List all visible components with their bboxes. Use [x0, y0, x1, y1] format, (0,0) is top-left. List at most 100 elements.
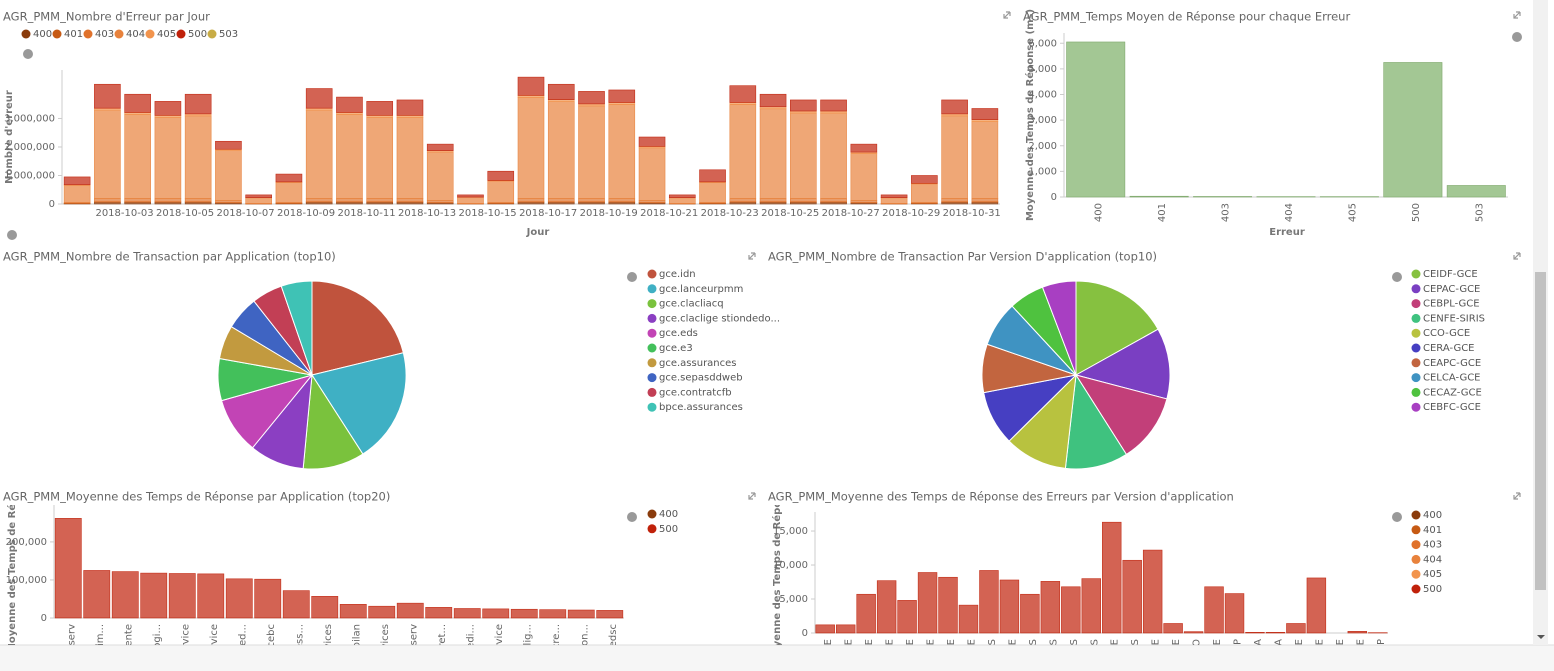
plot: Nombre d'erreur	[4, 90, 15, 184]
bar-segment	[578, 198, 605, 203]
legend-label: gce.clacliacq	[659, 299, 724, 310]
legend-label: 400	[33, 29, 52, 40]
bar	[1193, 196, 1253, 198]
x-tick-label: 2018-10-17	[519, 208, 577, 219]
bar-segment	[850, 143, 878, 153]
y-tick-label: 0	[41, 613, 47, 624]
legend-swatch	[1411, 358, 1421, 368]
bar-segment	[790, 198, 817, 203]
expand-icon[interactable]	[1513, 11, 1521, 19]
y-tick-label: 2,000,000	[4, 142, 55, 153]
x-tick-label: A	[1253, 639, 1264, 646]
chart-title: AGR_PMM_Moyenne des Temps de Réponse par…	[3, 490, 390, 504]
x-tick-label: S	[1069, 639, 1080, 645]
x-tick-label: cebc	[266, 624, 277, 648]
bar-segment	[820, 112, 847, 199]
pie-slice	[311, 352, 407, 455]
bar-segment	[1142, 549, 1163, 634]
x-tick-label: E	[1151, 639, 1162, 645]
plot: Moyenne des Temps de Réponse E E E E E E E E S E S S…	[771, 505, 1387, 646]
bar-segment	[366, 117, 394, 199]
x-tick-label: rvices	[323, 624, 334, 654]
legend-swatch	[1411, 313, 1421, 323]
bar-segment	[197, 573, 225, 619]
legend-label: 401	[64, 29, 83, 40]
legend-swatch	[647, 328, 657, 338]
x-tick-label: ress...	[294, 624, 305, 654]
bar-segment	[305, 109, 333, 199]
bar-segment	[729, 104, 757, 199]
y-tick-label: 0	[802, 628, 808, 639]
legend-label: CEIDF-GCE	[1423, 269, 1478, 280]
legend-toggle[interactable]	[627, 512, 637, 522]
x-tick-label: 2018-10-03	[95, 208, 153, 219]
bar-segment	[63, 185, 91, 203]
x-tick-label: r.ed...	[237, 624, 248, 652]
bar-segment	[1286, 623, 1306, 634]
bar-segment	[938, 576, 958, 634]
x-tick-label: P	[1376, 639, 1387, 645]
expand-icon[interactable]	[748, 252, 756, 260]
bar-segment	[1347, 631, 1368, 634]
x-tick-label: rogi...	[152, 624, 163, 653]
bar-segment	[517, 76, 545, 96]
bar-segment	[850, 153, 878, 201]
expand-icon[interactable]	[1513, 252, 1521, 260]
bar-segment	[1020, 593, 1040, 634]
bar-segment	[911, 183, 938, 203]
x-tick-label: E	[946, 639, 957, 645]
x-tick-label: E	[1212, 639, 1223, 645]
bar-segment	[608, 104, 636, 199]
legend-swatch	[647, 509, 657, 519]
legend-toggle[interactable]	[7, 230, 17, 240]
x-tick-label: pelig...	[522, 624, 533, 658]
bar-segment	[567, 609, 595, 619]
legend-toggle[interactable]	[23, 49, 33, 59]
legend-swatch	[647, 284, 657, 294]
bar-segment	[215, 140, 242, 150]
bar-segment	[759, 93, 787, 108]
bar-segment	[815, 624, 835, 634]
legend-swatch	[1411, 584, 1421, 594]
legend-label: 500	[1423, 584, 1442, 595]
bar-segment	[971, 121, 999, 199]
y-tick-label: 3,000	[1028, 115, 1057, 126]
legend-label: CENFE-SIRIS	[1423, 313, 1485, 324]
legend-swatch	[1411, 328, 1421, 338]
x-tick-label: 2018-10-25	[761, 208, 819, 219]
legend-label: gce.idn	[659, 269, 696, 280]
x-tick-label: s.serv	[408, 624, 419, 654]
bar-segment	[547, 198, 575, 203]
legend-swatch	[52, 29, 62, 39]
x-tick-label: 2018-10-11	[338, 208, 396, 219]
legend-toggle[interactable]	[1392, 512, 1402, 522]
expand-icon[interactable]	[748, 492, 756, 500]
legend-label: 405	[157, 29, 176, 40]
legend-toggle[interactable]	[1512, 32, 1522, 42]
bar-segment	[111, 571, 139, 619]
legend-toggle[interactable]	[627, 272, 637, 282]
bar-segment	[578, 91, 605, 105]
legend-label: CELCA-GCE	[1423, 373, 1481, 384]
bar-segment	[245, 194, 272, 198]
bar-segment	[578, 105, 605, 199]
x-tick-label: 400	[1094, 203, 1105, 222]
scroll-down[interactable]	[1537, 635, 1545, 639]
x-tick-label: E	[823, 639, 834, 645]
legend-toggle[interactable]	[1392, 272, 1402, 282]
legend-label: CEBFC-GCE	[1423, 402, 1481, 413]
legend-swatch	[1411, 299, 1421, 309]
x-tick-label: rbilan	[351, 624, 362, 652]
expand-icon[interactable]	[1513, 492, 1521, 500]
x-tick-label: 403	[1221, 203, 1232, 222]
x-tick-label: P	[1233, 639, 1244, 645]
legend-label: 400	[1423, 510, 1442, 521]
bar-segment	[457, 196, 484, 204]
x-axis-title: Erreur	[1269, 227, 1305, 238]
legend-swatch	[1411, 373, 1421, 383]
bar-segment	[517, 198, 545, 203]
bar-segment	[305, 88, 333, 109]
expand-icon[interactable]	[1003, 11, 1011, 19]
x-tick-label: 500	[1411, 203, 1422, 222]
scrollbar-thumb[interactable]	[1535, 272, 1546, 590]
